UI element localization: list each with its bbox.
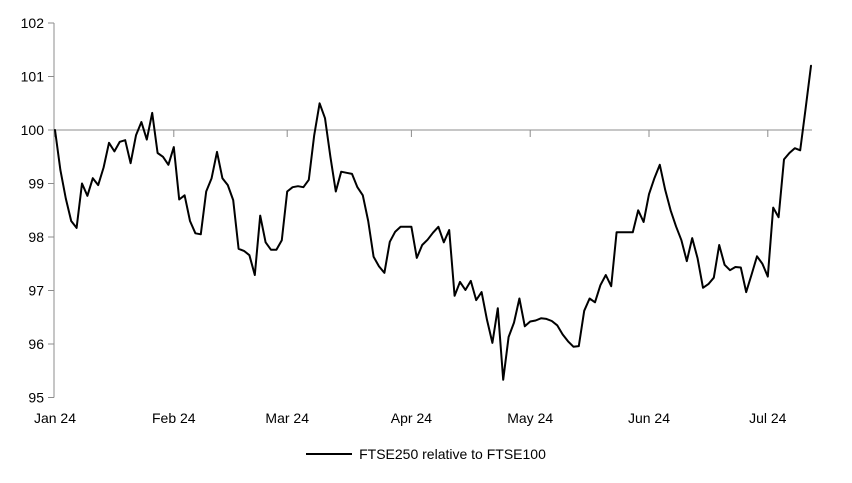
x-tick-label: May 24	[507, 410, 553, 426]
x-tick-label: Feb 24	[152, 410, 196, 426]
y-tick-label: 100	[21, 122, 45, 138]
y-tick-label: 99	[28, 176, 44, 192]
legend: FTSE250 relative to FTSE100	[0, 446, 852, 462]
x-tick-label: Jul 24	[749, 410, 787, 426]
x-tick-label: Mar 24	[265, 410, 309, 426]
y-tick-label: 97	[28, 283, 44, 299]
data-line-ftse250-relative-to-ftse100	[54, 64, 812, 381]
x-tick-label: Apr 24	[391, 410, 432, 426]
y-tick-label: 98	[28, 229, 44, 245]
y-tick-label: 101	[21, 69, 45, 85]
x-tick-label: Jan 24	[34, 410, 76, 426]
legend-line-sample	[306, 453, 353, 455]
legend-label: FTSE250 relative to FTSE100	[359, 446, 546, 462]
y-tick-label: 95	[28, 390, 44, 406]
x-tick-label: Jun 24	[628, 410, 670, 426]
y-tick-label: 96	[28, 336, 44, 352]
y-tick-label: 102	[21, 15, 45, 31]
